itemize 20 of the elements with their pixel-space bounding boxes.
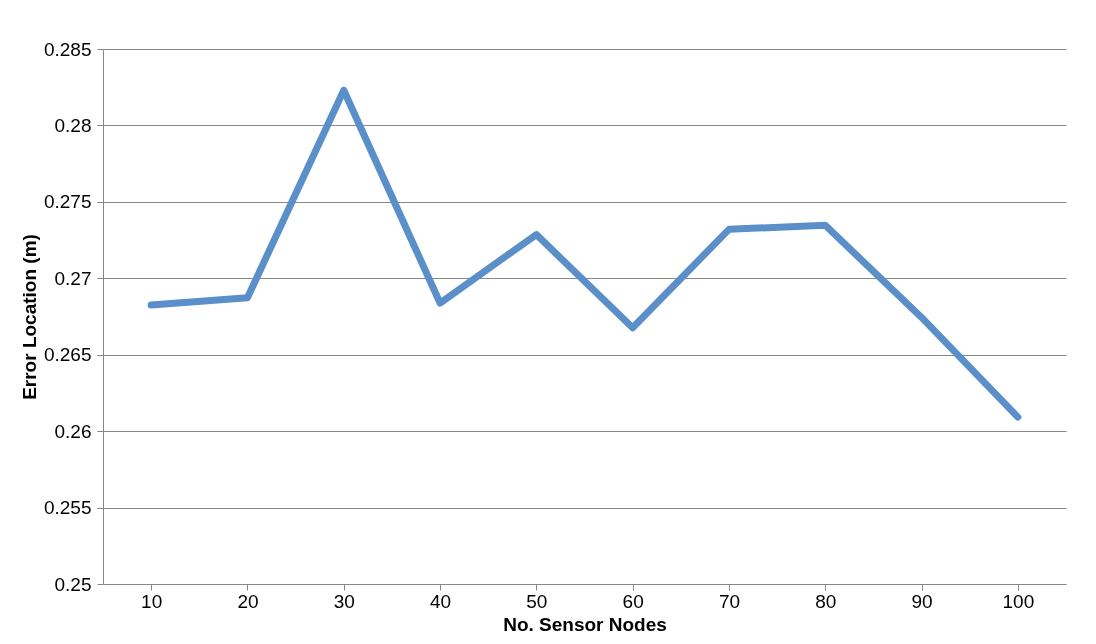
x-tick-label: 100	[1002, 590, 1035, 612]
y-tick-label: 0.255	[43, 497, 92, 519]
x-tick-label: 60	[622, 590, 644, 612]
x-tick-label: 80	[815, 590, 837, 612]
y-tick-label: 0.265	[43, 344, 92, 366]
x-tick-label: 20	[237, 590, 259, 612]
y-tick-label: 0.26	[54, 420, 92, 442]
y-tick-label: 0.275	[43, 191, 92, 213]
y-tick-label: 0.25	[54, 573, 92, 595]
y-tick-label: 0.285	[43, 38, 92, 60]
y-tick-label: 0.27	[54, 267, 92, 289]
x-tick-label: 70	[718, 590, 741, 612]
y-axis-title: Error Location (m)	[18, 234, 40, 400]
x-tick-label: 40	[429, 590, 452, 612]
x-tick-label: 10	[141, 590, 163, 612]
x-tick-label: 90	[911, 590, 933, 612]
x-tick-label: 30	[333, 590, 355, 612]
y-tick-label: 0.28	[54, 114, 92, 136]
x-axis-title: No. Sensor Nodes	[503, 613, 667, 635]
x-tick-label: 50	[526, 590, 548, 612]
